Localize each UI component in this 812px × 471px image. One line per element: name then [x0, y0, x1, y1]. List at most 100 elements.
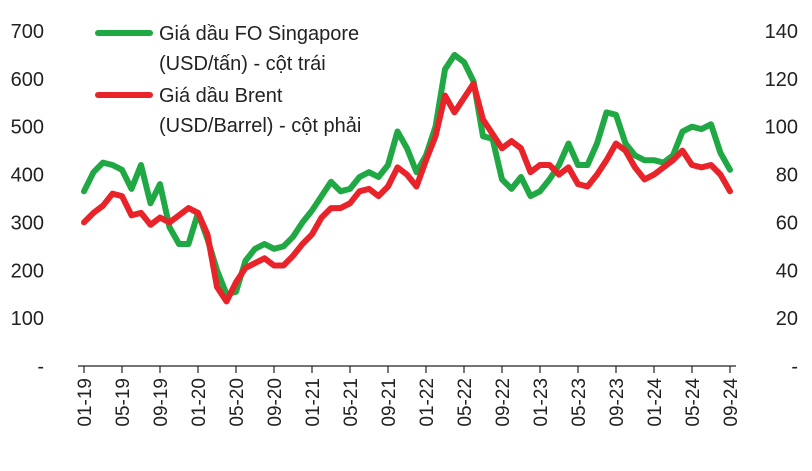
x-tick-label: 09-23 [607, 378, 628, 427]
data-point-fo-singapore [169, 227, 170, 228]
data-point-fo-singapore [682, 131, 683, 132]
x-tick-label: 05-24 [683, 378, 704, 427]
data-point-brent [378, 196, 379, 197]
data-point-brent [302, 243, 303, 244]
x-tick-label: 01-22 [417, 378, 438, 427]
legend-label-fo-unit: (USD/tấn) - cột trái [159, 53, 326, 75]
data-point-brent [112, 193, 113, 194]
data-point-brent [416, 186, 417, 187]
data-point-brent [350, 203, 351, 204]
data-point-fo-singapore [122, 169, 123, 170]
data-point-fo-singapore [160, 184, 161, 185]
data-point-fo-singapore [625, 143, 626, 144]
data-point-brent [730, 191, 731, 192]
data-point-fo-singapore [730, 169, 731, 170]
series-line-brent [81, 80, 733, 305]
right-y-tick-label: 140 [765, 21, 798, 43]
data-point-fo-singapore [245, 260, 246, 261]
data-point-fo-singapore [369, 172, 370, 173]
data-point-fo-singapore [293, 236, 294, 237]
data-point-fo-singapore [663, 162, 664, 163]
data-point-fo-singapore [103, 162, 104, 163]
data-point-fo-singapore [131, 188, 132, 189]
legend-label-brent: Giá dầu Brent [159, 85, 283, 107]
left-y-tick-label: 100 [11, 308, 44, 330]
left-y-tick-label: 300 [11, 212, 44, 234]
data-point-fo-singapore [445, 69, 446, 70]
data-point-brent [207, 234, 208, 235]
data-point-brent [530, 172, 531, 173]
data-point-fo-singapore [150, 203, 151, 204]
data-point-fo-singapore [701, 129, 702, 130]
data-point-fo-singapore [578, 165, 579, 166]
data-point-brent [616, 143, 617, 144]
data-point-fo-singapore [559, 165, 560, 166]
data-point-brent [473, 83, 474, 84]
data-point-fo-singapore [521, 176, 522, 177]
left-y-tick-label: - [37, 356, 44, 378]
data-point-brent [245, 267, 246, 268]
data-point-fo-singapore [350, 188, 351, 189]
data-point-brent [663, 167, 664, 168]
data-point-brent [293, 255, 294, 256]
data-point-fo-singapore [407, 148, 408, 149]
data-point-brent [407, 174, 408, 175]
data-point-brent [644, 179, 645, 180]
series-line-fo-singapore [81, 51, 733, 298]
data-point-fo-singapore [93, 172, 94, 173]
data-point-brent [673, 160, 674, 161]
data-point-brent [226, 301, 227, 302]
data-point-brent [141, 212, 142, 213]
data-point-fo-singapore [331, 181, 332, 182]
data-point-fo-singapore [312, 210, 313, 211]
data-point-fo-singapore [141, 165, 142, 166]
data-point-brent [445, 95, 446, 96]
right-y-tick-label: 60 [776, 212, 798, 234]
x-tick-label: 01-19 [75, 378, 96, 427]
x-tick-label: 01-20 [189, 378, 210, 427]
data-point-brent [217, 287, 218, 288]
data-point-brent [321, 217, 322, 218]
data-point-brent [578, 184, 579, 185]
x-tick-label: 05-19 [113, 378, 134, 427]
x-tick-label: 01-24 [645, 378, 666, 427]
x-tick-label: 05-23 [569, 378, 590, 427]
data-point-fo-singapore [540, 191, 541, 192]
data-point-fo-singapore [416, 172, 417, 173]
data-point-fo-singapore [274, 248, 275, 249]
data-point-brent [236, 282, 237, 283]
right-y-axis: - 20 40 60 80 100 120 140 [765, 21, 798, 378]
legend: Giá dầu FO Singapore (USD/tấn) - cột trá… [95, 23, 361, 137]
data-point-fo-singapore [644, 160, 645, 161]
x-axis: 01-19 05-19 09-19 01-20 05-20 09-20 01-21 05-21… [75, 365, 742, 427]
data-point-fo-singapore [283, 246, 284, 247]
data-point-brent [521, 148, 522, 149]
right-y-tick-label: 80 [776, 165, 798, 187]
right-y-tick-label: 40 [776, 260, 798, 282]
data-point-brent [198, 212, 199, 213]
data-point-brent [682, 150, 683, 151]
right-y-tick-label: 20 [776, 308, 798, 330]
data-point-fo-singapore [483, 136, 484, 137]
data-point-fo-singapore [511, 188, 512, 189]
data-point-brent [93, 212, 94, 213]
data-point-fo-singapore [397, 131, 398, 132]
data-point-brent [150, 224, 151, 225]
data-point-brent [464, 98, 465, 99]
data-point-brent [549, 165, 550, 166]
data-point-fo-singapore [635, 155, 636, 156]
data-point-brent [483, 119, 484, 120]
data-point-fo-singapore [568, 143, 569, 144]
data-point-brent [654, 174, 655, 175]
x-tick-label: 09-19 [151, 378, 172, 427]
left-y-axis: - 100 200 300 400 500 600 700 [11, 21, 44, 378]
data-point-fo-singapore [587, 165, 588, 166]
data-point-brent [388, 186, 389, 187]
data-point-brent [331, 208, 332, 209]
data-point-brent [369, 188, 370, 189]
data-point-brent [711, 165, 712, 166]
data-point-fo-singapore [454, 54, 455, 55]
legend-label-brent-unit: (USD/Barrel) - cột phải [159, 115, 361, 137]
data-point-brent [606, 160, 607, 161]
